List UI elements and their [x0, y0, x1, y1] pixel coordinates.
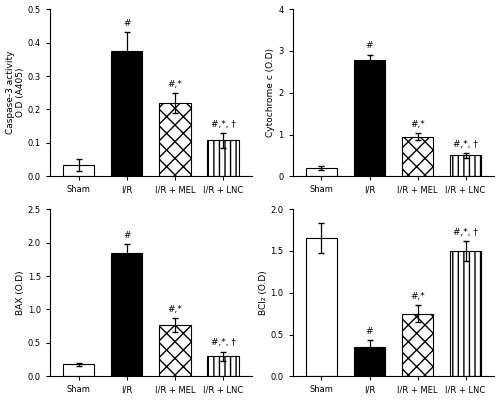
- Text: #,*: #,*: [168, 305, 182, 314]
- Bar: [112, 252, 142, 376]
- Y-axis label: Caspase-3 activity
O.D (A405): Caspase-3 activity O.D (A405): [6, 51, 25, 134]
- Y-axis label: BAX (O.D): BAX (O.D): [16, 270, 25, 315]
- Text: #,*, †: #,*, †: [210, 338, 236, 348]
- Text: #,*: #,*: [168, 80, 182, 89]
- Bar: [160, 325, 190, 376]
- Bar: [208, 140, 238, 176]
- Bar: [354, 347, 385, 376]
- Bar: [63, 364, 94, 376]
- Bar: [306, 168, 337, 176]
- Bar: [160, 104, 190, 176]
- Bar: [354, 60, 385, 176]
- Text: #: #: [366, 42, 374, 50]
- Text: #,*, †: #,*, †: [453, 228, 478, 237]
- Text: #: #: [123, 19, 130, 28]
- Bar: [402, 314, 433, 376]
- Y-axis label: BCl₂ (O.D): BCl₂ (O.D): [258, 270, 268, 315]
- Text: #,*, †: #,*, †: [210, 120, 236, 129]
- Bar: [450, 251, 481, 376]
- Bar: [306, 238, 337, 376]
- Bar: [63, 165, 94, 176]
- Bar: [450, 156, 481, 176]
- Text: #,*: #,*: [410, 292, 425, 301]
- Bar: [112, 51, 142, 176]
- Bar: [208, 356, 238, 376]
- Text: #,*: #,*: [410, 120, 425, 129]
- Text: #: #: [123, 231, 130, 240]
- Y-axis label: Cytochrome c (O.D): Cytochrome c (O.D): [266, 48, 276, 137]
- Text: #,*, †: #,*, †: [453, 140, 478, 149]
- Text: #: #: [366, 327, 374, 336]
- Bar: [402, 137, 433, 176]
